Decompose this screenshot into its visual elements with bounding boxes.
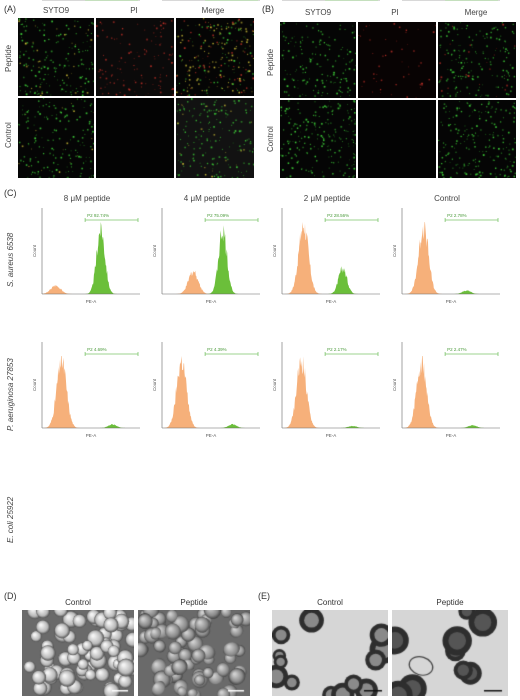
x-axis-label: PE-A (206, 433, 217, 438)
green-population (162, 225, 260, 294)
histogram-4: P2 4.69% PE-A Count (32, 342, 140, 438)
x-axis-label: PE-A (326, 433, 337, 438)
panel-b-col-merge: Merge (464, 8, 488, 17)
x-axis-label: PE-A (206, 0, 217, 1)
x-axis-label: PE-A (326, 299, 337, 304)
y-axis-label: Count (32, 244, 37, 257)
panel-a-peptide-merge (176, 18, 254, 96)
histogram-2: P2 28.56% PE-A Count (272, 208, 380, 304)
panel-d-sem-control (22, 610, 134, 696)
histogram-3: P2 2.78% PE-A Count (392, 208, 500, 304)
panel-b-peptide-merge (438, 22, 516, 98)
panel-b-control-syto9 (280, 100, 356, 178)
gate-label: P2 28.56% (327, 213, 349, 218)
panel-c-col-4um: 4 μM peptide (183, 194, 231, 203)
panel-d-label: (D) (4, 591, 17, 601)
gate-label: P2 2.47% (447, 347, 467, 352)
gate-label: P2 2.78% (447, 213, 467, 218)
panel-e-label: (E) (258, 591, 270, 601)
histogram-8: P2 6.43%PE-A Count (30, 0, 140, 1)
y-axis-label: Count (270, 0, 283, 1)
green-population (42, 222, 140, 294)
orange-population (162, 270, 260, 294)
y-axis-label: Count (392, 244, 397, 257)
panel-b-control-merge (438, 100, 516, 178)
panel-a-col-merge: Merge (201, 6, 225, 15)
x-axis-label: PE-A (86, 0, 97, 1)
panel-e-col-control: Control (317, 598, 343, 607)
panel-b-col-syto9: SYTO9 (304, 8, 332, 17)
panel-b-peptide-syto9 (280, 22, 356, 98)
orange-population (42, 284, 140, 294)
x-axis-label: PE-A (326, 0, 337, 1)
x-axis-label: PE-A (446, 0, 457, 1)
green-population (402, 424, 500, 428)
y-axis-label: Count (30, 0, 43, 1)
histogram-11: P2 6.39%PE-A Count (390, 0, 500, 1)
panel-a-col-pi: PI (130, 6, 138, 15)
y-axis-label: Count (272, 244, 277, 257)
gate-label: P2 6.01% (207, 0, 227, 1)
y-axis-label: Count (392, 378, 397, 391)
orange-population (162, 356, 260, 428)
panel-a-control-merge (176, 98, 254, 178)
panel-e-tem-control (272, 610, 388, 696)
panel-a-peptide-syto9 (18, 18, 94, 96)
orange-population (402, 356, 500, 428)
x-axis-label: PE-A (446, 433, 457, 438)
panel-a-control-pi (96, 98, 174, 178)
panel-c-col-8um: 8 μM peptide (63, 194, 111, 203)
panel-b-control-pi (358, 100, 436, 178)
y-axis-label: Count (272, 378, 277, 391)
orange-population (282, 222, 380, 294)
x-axis-label: PE-A (86, 299, 97, 304)
histogram-10: P2 6.17%PE-A Count (270, 0, 380, 1)
panel-a-control-syto9 (18, 98, 94, 178)
y-axis-label: Count (152, 244, 157, 257)
histogram-6: P2 2.17% PE-A Count (272, 342, 380, 438)
panel-a-col-syto9: SYTO9 (42, 6, 70, 15)
gate-label: P2 92.74% (87, 213, 109, 218)
x-axis-label: PE-A (446, 299, 457, 304)
gate-label: P2 2.17% (327, 347, 347, 352)
panel-d-col-peptide: Peptide (180, 598, 208, 607)
gate-label: P2 6.39% (447, 0, 467, 1)
panel-d-sem-peptide (138, 610, 250, 696)
histogram-5: P2 4.39% PE-A Count (152, 342, 260, 438)
panel-b-peptide-pi (358, 22, 436, 98)
y-axis-label: Count (390, 0, 403, 1)
panel-b-col-pi: PI (391, 8, 399, 17)
green-population (282, 425, 380, 428)
gate-label: P2 4.39% (207, 347, 227, 352)
histogram-0: P2 92.74% PE-A Count (32, 208, 140, 304)
histogram-1: P2 75.09% PE-A Count (152, 208, 260, 304)
green-population (162, 423, 260, 428)
panel-a-peptide-pi (96, 18, 174, 96)
x-axis-label: PE-A (86, 433, 97, 438)
gate-label: P2 6.43% (87, 0, 107, 1)
orange-population (282, 356, 380, 428)
y-axis-label: Count (152, 378, 157, 391)
orange-population (42, 356, 140, 428)
panel-d-col-control: Control (65, 598, 91, 607)
panel-e-tem-peptide (392, 610, 508, 696)
y-axis-label: Count (150, 0, 163, 1)
panel-c-col-control: Control (434, 194, 460, 203)
histogram-9: P2 6.01%PE-A Count (150, 0, 260, 1)
histogram-7: P2 2.47% PE-A Count (392, 342, 500, 438)
x-axis-label: PE-A (206, 299, 217, 304)
panel-e-col-peptide: Peptide (436, 598, 464, 607)
panel-a-label: (A) (4, 4, 16, 14)
panel-c-col-2um: 2 μM peptide (303, 194, 351, 203)
gate-label: P2 4.69% (87, 347, 107, 352)
panel-c-label: (C) (4, 188, 17, 198)
gate-label: P2 75.09% (207, 213, 229, 218)
y-axis-label: Count (32, 378, 37, 391)
gate-label: P2 6.17% (327, 0, 347, 1)
orange-population (402, 222, 500, 294)
panel-b-label: (B) (262, 4, 274, 14)
green-population (42, 424, 140, 428)
